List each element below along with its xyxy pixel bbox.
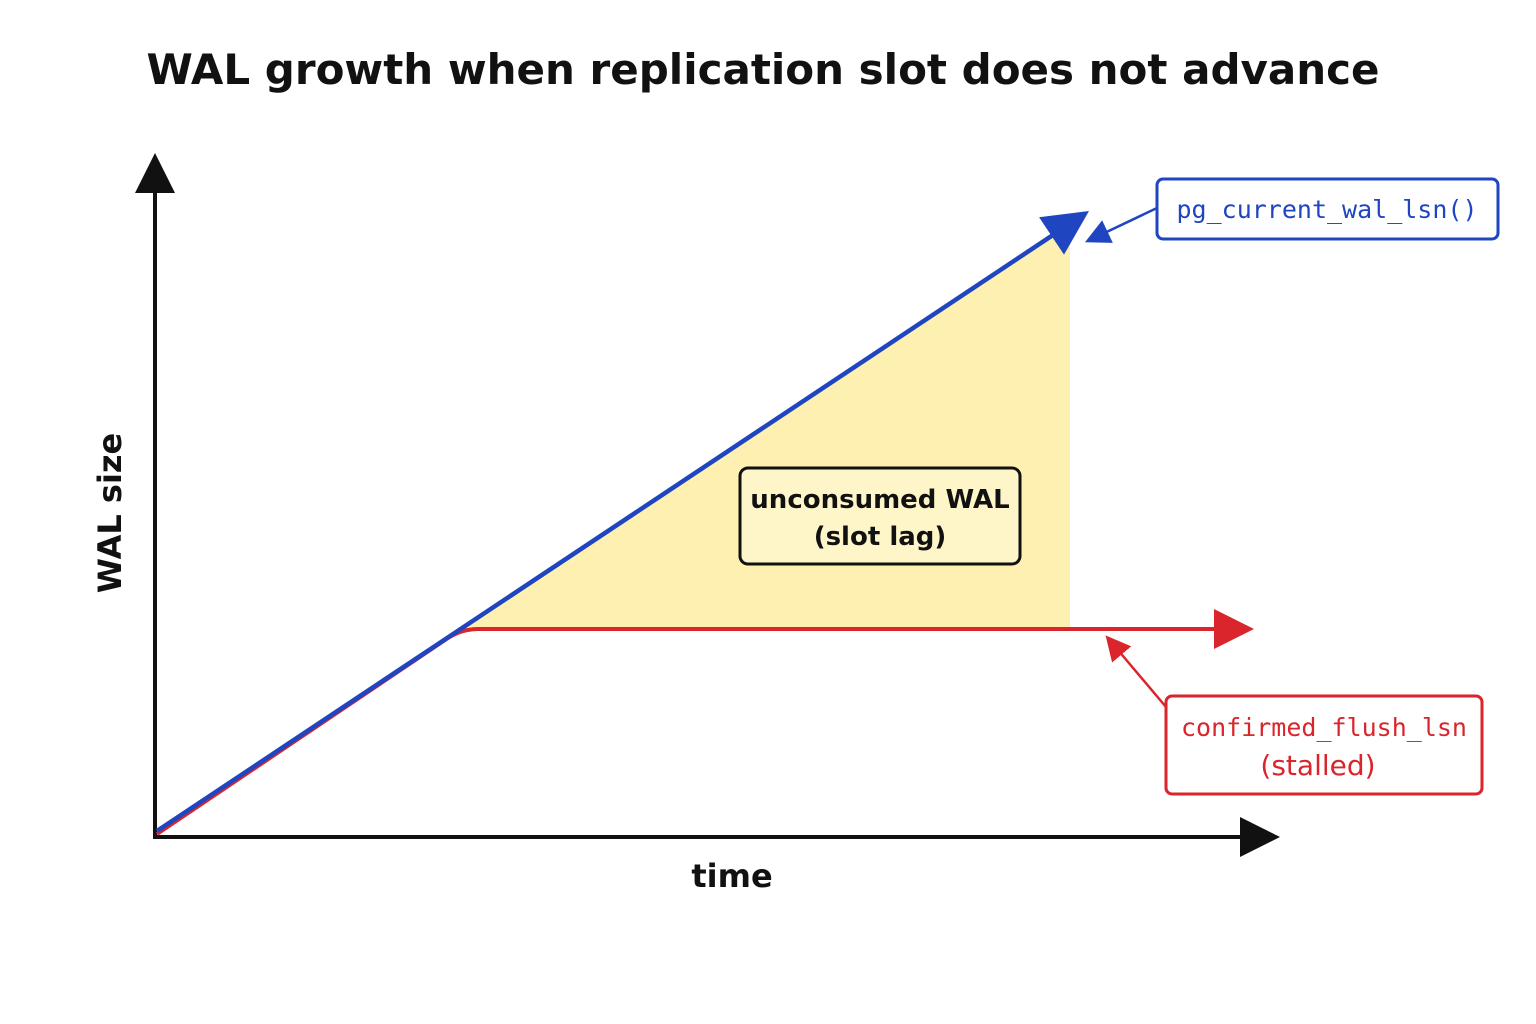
- confirmed-callout-sublabel: (stalled): [1260, 749, 1375, 782]
- current-wal-lsn-line: [155, 211, 1089, 833]
- region-label-box: [738, 466, 1022, 566]
- region-label-line2: (slot lag): [814, 522, 947, 552]
- y-axis-label: WAL size: [91, 433, 129, 594]
- region-label-line1: unconsumed WAL: [750, 485, 1009, 515]
- diagram-title: WAL growth when replication slot does no…: [146, 45, 1379, 94]
- current-callout-box: [1155, 177, 1500, 241]
- current-callout-label: pg_current_wal_lsn(): [1176, 195, 1477, 224]
- confirmed-callout-box: [1164, 694, 1484, 796]
- confirmed-flush-lsn-line: [155, 609, 1254, 836]
- confirmed-callout-label: confirmed_flush_lsn: [1181, 713, 1467, 742]
- x-axis-label: time: [691, 857, 772, 895]
- confirmed-callout-pointer: [1105, 635, 1167, 708]
- current-callout-pointer: [1084, 206, 1158, 243]
